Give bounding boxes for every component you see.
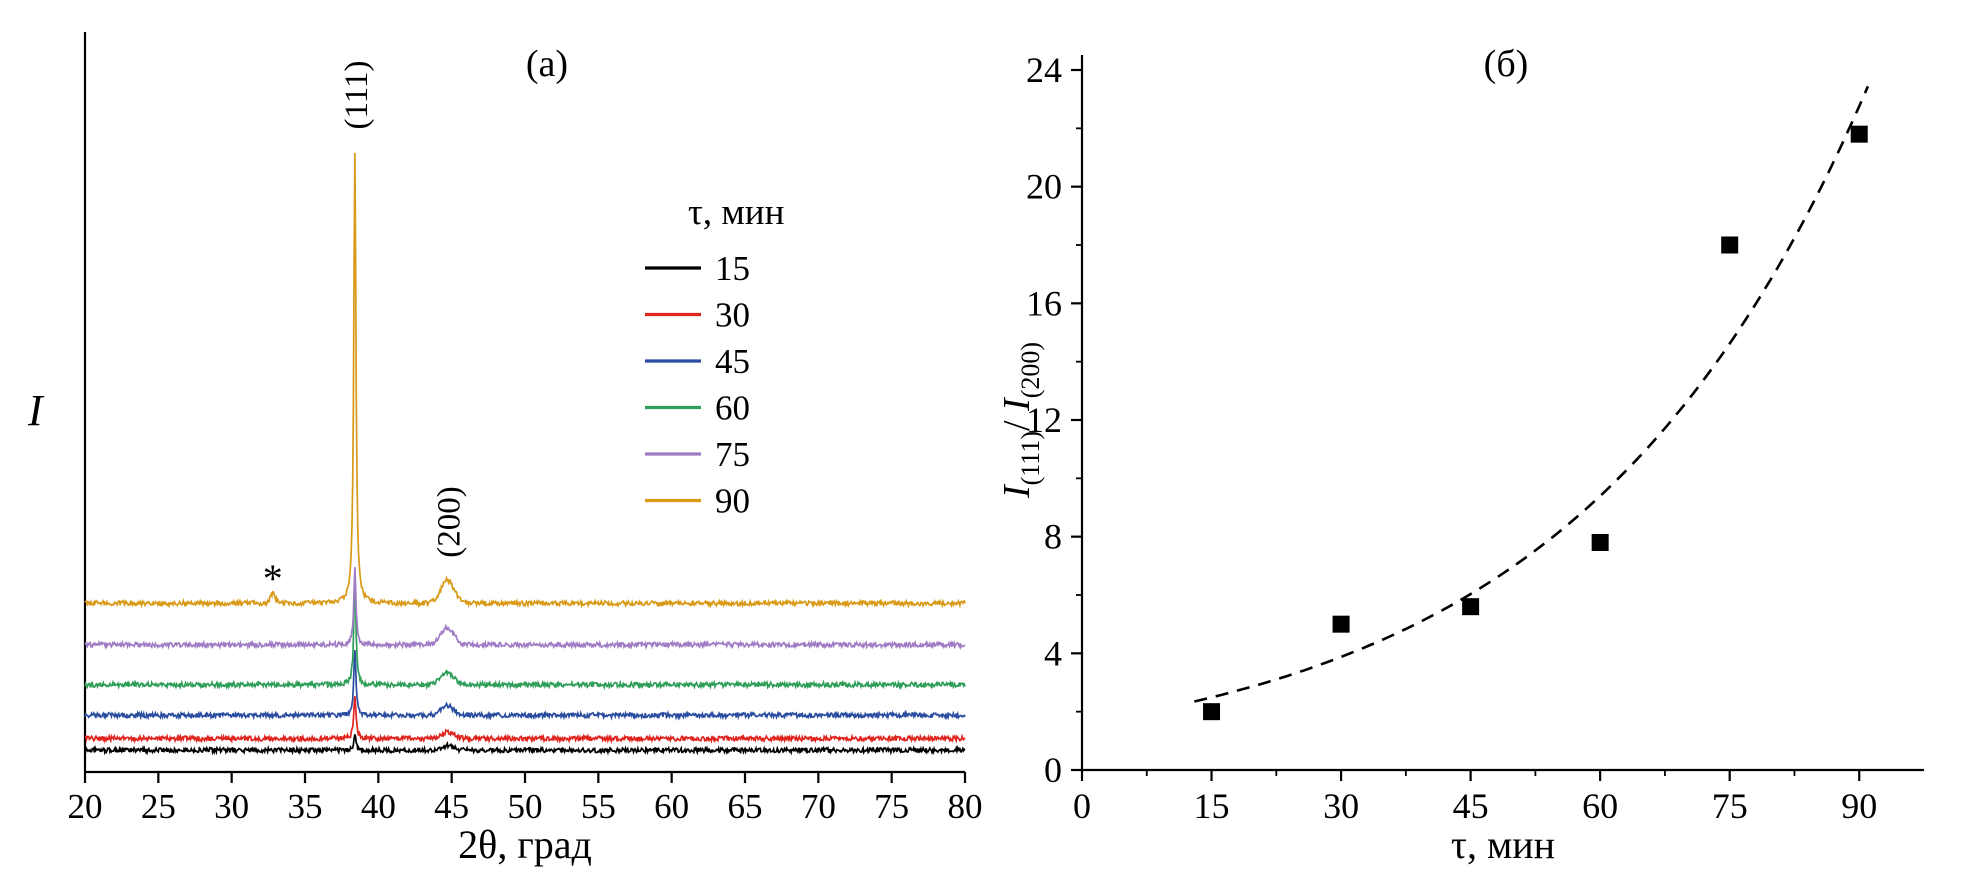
x-tick-label: 0 xyxy=(1073,786,1091,826)
x-tick-label: 40 xyxy=(361,787,396,826)
legend-label-75: 75 xyxy=(715,435,750,474)
legend-label-45: 45 xyxy=(715,342,750,381)
y-tick-label: 16 xyxy=(1026,283,1062,323)
x-tick-label: 15 xyxy=(1194,786,1230,826)
series-line-60 xyxy=(84,584,966,691)
legend-title: τ, мин xyxy=(688,192,784,233)
x-tick-label: 35 xyxy=(288,787,323,826)
data-point xyxy=(1203,703,1221,721)
legend-label-30: 30 xyxy=(715,296,750,335)
x-tick-label: 25 xyxy=(141,787,176,826)
legend-label-90: 90 xyxy=(715,482,750,521)
series-line-75 xyxy=(84,567,966,651)
x-tick-label: 45 xyxy=(1453,786,1489,826)
x-tick-label: 60 xyxy=(654,787,689,826)
x-tick-label: 20 xyxy=(68,787,103,826)
panel-label: (а) xyxy=(526,43,568,85)
series-line-90 xyxy=(84,152,966,609)
y-tick-label: 12 xyxy=(1026,400,1062,440)
y-axis-label: I xyxy=(27,386,45,435)
panel-b-chart: 0 4 8 12 16 20 24 0 15 30 45 60 75 90 τ, мин (б) I(111)/… xyxy=(996,43,1924,867)
x-tick-label: 55 xyxy=(581,787,616,826)
data-point xyxy=(1332,615,1350,633)
x-tick-label: 45 xyxy=(434,787,469,826)
series-line-45 xyxy=(84,650,966,721)
data-point xyxy=(1462,598,1480,616)
x-tick-label: 30 xyxy=(1323,786,1359,826)
x-tick-label: 30 xyxy=(214,787,249,826)
x-axis-label: τ, мин xyxy=(1451,822,1555,867)
x-tick-label: 70 xyxy=(801,787,836,826)
x-tick-label: 50 xyxy=(508,787,543,826)
y-tick-label: 4 xyxy=(1044,633,1062,673)
y-tick-label: 0 xyxy=(1044,750,1062,790)
x-tick-label: 75 xyxy=(1712,786,1748,826)
legend-label-15: 15 xyxy=(715,249,750,288)
data-point xyxy=(1591,534,1609,551)
fit-curve xyxy=(1194,85,1870,703)
series-line-30 xyxy=(84,696,966,745)
y-tick-label: 8 xyxy=(1044,517,1062,557)
peak-label-200: (200) xyxy=(431,486,467,557)
y-axis-label: I(111)/ I(200) xyxy=(996,342,1045,499)
x-tick-label: 80 xyxy=(948,787,983,826)
panel-label: (б) xyxy=(1484,43,1529,85)
x-tick-label: 60 xyxy=(1582,786,1618,826)
x-tick-label: 65 xyxy=(728,787,763,826)
legend-label-60: 60 xyxy=(715,389,750,428)
series-line-15 xyxy=(84,734,966,756)
panel-a-chart: 20 25 30 35 40 45 50 55 60 65 70 75 80 2θ, град I (а) τ,… xyxy=(27,32,983,867)
asterisk-marker: * xyxy=(263,556,283,601)
y-tick-label: 20 xyxy=(1026,167,1062,207)
x-tick-label: 90 xyxy=(1841,786,1877,826)
data-point xyxy=(1721,236,1739,254)
y-tick-label: 24 xyxy=(1026,50,1062,90)
x-axis-label: 2θ, град xyxy=(458,822,592,867)
x-tick-label: 75 xyxy=(874,787,909,826)
data-point xyxy=(1850,125,1868,143)
peak-label-111: (111) xyxy=(339,60,375,129)
